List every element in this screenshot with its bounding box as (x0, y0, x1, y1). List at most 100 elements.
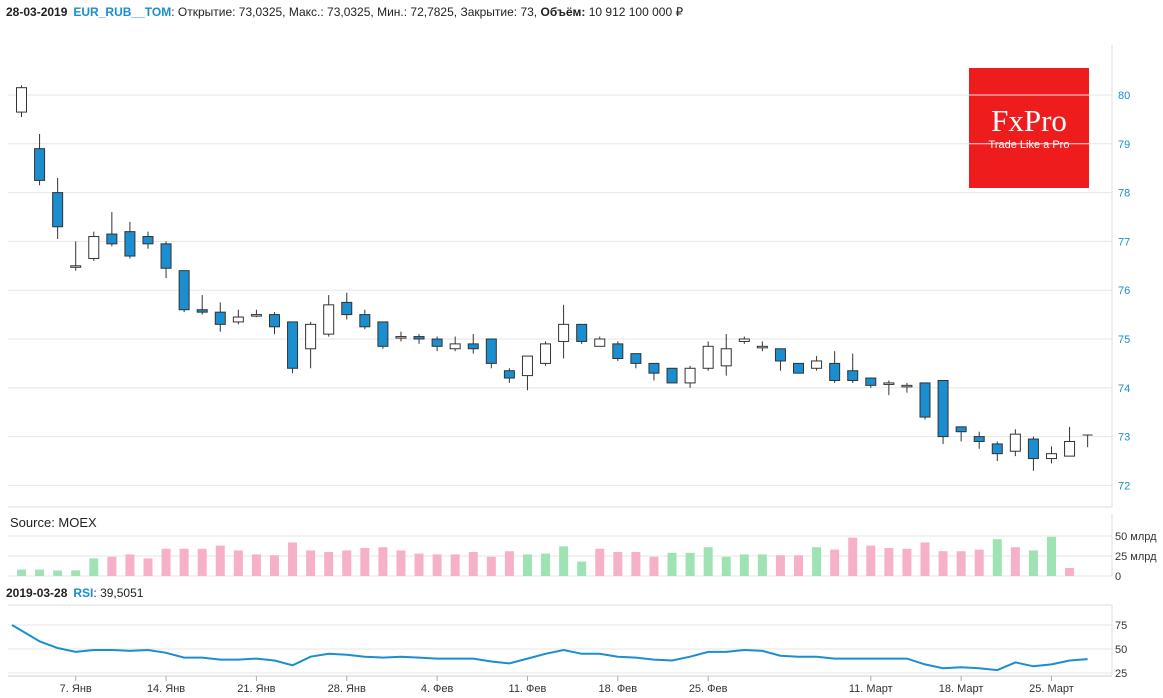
price-y-tick: 80 (1118, 90, 1130, 102)
volume-bar (938, 551, 948, 576)
x-tick-label: 11. Фев (509, 683, 547, 695)
price-y-tick: 79 (1118, 139, 1130, 151)
volume-bar (143, 558, 153, 576)
candle-body (106, 233, 118, 245)
volume-bar (812, 547, 822, 576)
candle-body (865, 377, 877, 386)
volume-bar (414, 553, 424, 576)
candle-body (287, 321, 299, 369)
volume-bar (595, 548, 605, 576)
candle-body (1009, 433, 1021, 452)
volume-bar (739, 554, 749, 576)
price-y-tick: 72 (1118, 480, 1130, 492)
info-date: 28-03-2019 (6, 5, 68, 19)
rsi-info-line: 2019-03-28 RSI: 39,5051 (6, 586, 143, 600)
x-tick-label: 7. Янв (60, 683, 92, 695)
candle-body (648, 362, 660, 374)
candle-body (919, 382, 931, 418)
volume-bar (703, 547, 713, 576)
logo-name: FxPro (991, 103, 1067, 138)
candle-body (756, 345, 768, 349)
volume-bar (378, 547, 388, 576)
candle-body (702, 345, 714, 369)
candle-body (341, 301, 353, 316)
rsi-line (11, 624, 1088, 672)
rsi-y-tick: 75 (1115, 620, 1127, 632)
candle-body (268, 314, 280, 328)
candle-body (883, 382, 895, 385)
candle-body (738, 338, 750, 342)
candle-body (503, 370, 515, 379)
volume-bar (992, 539, 1002, 576)
candle-body (449, 343, 461, 350)
volume-bar (197, 548, 207, 576)
volume-bar (468, 552, 478, 576)
volume-bar (17, 569, 26, 576)
candle-body (991, 443, 1003, 455)
candle-body (973, 436, 985, 442)
candle-body (720, 348, 732, 367)
candle-body (955, 426, 967, 433)
candle-body (666, 367, 678, 384)
volume-bar (432, 554, 442, 576)
rsi-value: : 39,5051 (93, 586, 144, 600)
candle-body (612, 343, 624, 360)
rsi-label[interactable]: RSI (73, 586, 94, 600)
axes: 80 79 78 77 76 75 74 73 72 50 млрд 25 млрд 0 75 50 25 7… (60, 90, 1157, 695)
candle-body (467, 343, 479, 350)
volume-bar (215, 545, 225, 576)
candle-body (1027, 438, 1039, 460)
volume-bar (541, 553, 551, 576)
volume-y-tick: 25 млрд (1115, 551, 1157, 563)
volume-bar (89, 558, 99, 576)
candle-body (359, 314, 371, 328)
info-ohlc: : Открытие: 73,0325, Макс.: 73,0325, Мин… (171, 5, 538, 19)
candle-body (521, 355, 533, 377)
candle-body (214, 311, 226, 325)
x-tick-label: 18. Март (939, 683, 984, 695)
price-y-tick: 77 (1118, 236, 1130, 248)
volume-bar (288, 542, 298, 576)
volume-bar (1010, 547, 1020, 576)
candle-body (594, 338, 606, 347)
volume-y-tick: 50 млрд (1115, 531, 1157, 543)
candle-body (52, 192, 64, 228)
candle-body (34, 148, 46, 181)
volume-bar (848, 537, 858, 576)
candle-body (16, 87, 27, 113)
volume-bar (884, 548, 894, 576)
candle-body (558, 323, 570, 342)
candle-body (70, 265, 82, 268)
info-ticker[interactable]: EUR_RUB__TOM (73, 5, 172, 19)
candle-body (124, 231, 136, 257)
candle-body (88, 236, 100, 259)
volume-bar (486, 556, 496, 576)
price-y-tick: 75 (1118, 334, 1130, 346)
volume-bar (613, 552, 623, 576)
rsi-date: 2019-03-28 (6, 586, 68, 600)
x-tick-label: 4. Фев (421, 683, 454, 695)
candle-body (377, 321, 389, 347)
info-volume-label: Объём: (540, 5, 586, 19)
volume-bar (269, 555, 279, 576)
x-tick-label: 28. Янв (328, 683, 366, 695)
candle-body (196, 309, 208, 313)
source-label: Source: MOEX (10, 515, 97, 530)
rsi-y-tick: 25 (1115, 668, 1127, 680)
volume-bar (631, 552, 641, 576)
volume-bar (775, 555, 785, 576)
volume-bar (450, 554, 460, 576)
volume-bar (179, 548, 189, 576)
volume-bar (757, 554, 767, 576)
volume-bar (1028, 550, 1038, 576)
candle-body (576, 323, 588, 342)
candle-body (413, 336, 425, 340)
volume-bar (685, 552, 695, 576)
volume-bar (233, 550, 243, 576)
candle-body (160, 243, 172, 269)
price-y-tick: 76 (1118, 285, 1130, 297)
volume-bar (974, 549, 984, 576)
candle-body (684, 367, 696, 384)
logo-slogan: Trade Like a Pro (988, 139, 1070, 151)
